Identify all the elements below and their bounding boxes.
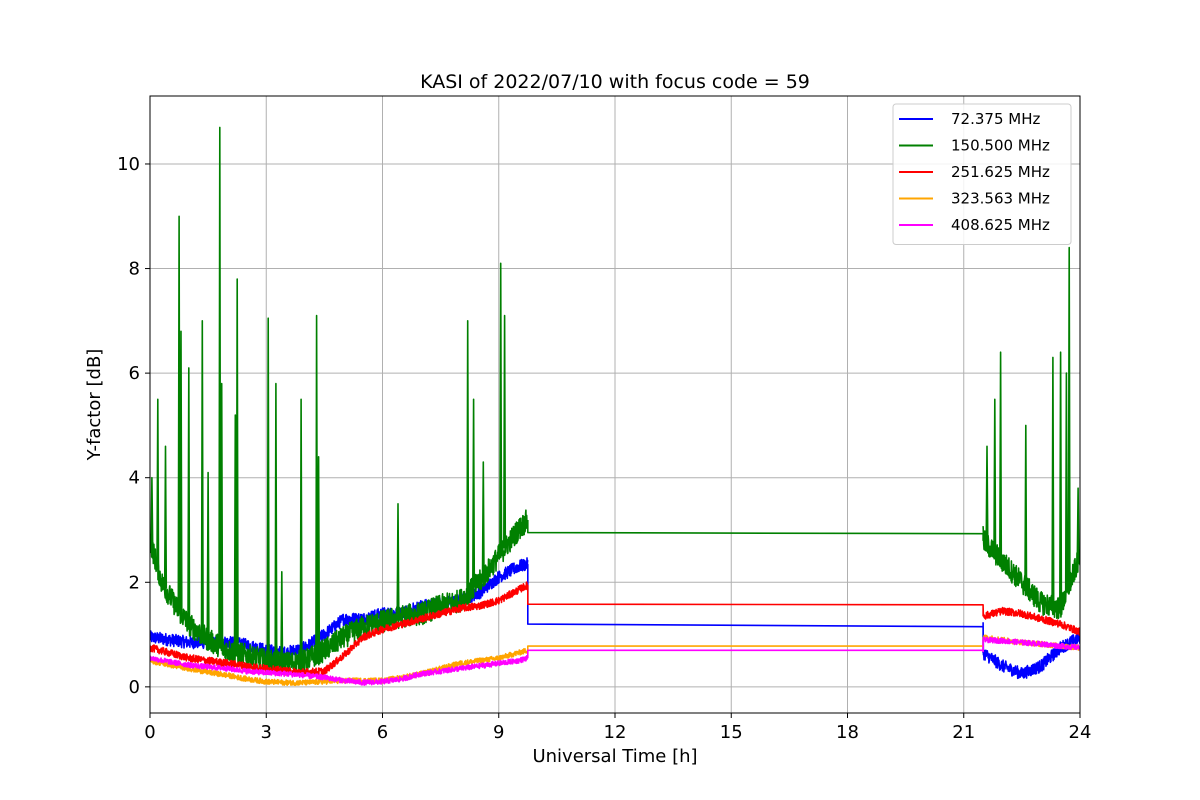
y-axis-label: Y-factor [dB] bbox=[84, 349, 105, 462]
x-tick-label: 6 bbox=[377, 722, 388, 743]
x-axis-label: Universal Time [h] bbox=[532, 746, 697, 767]
legend-label: 150.500 MHz bbox=[951, 137, 1050, 155]
plot-area bbox=[150, 126, 1080, 687]
chart-title: KASI of 2022/07/10 with focus code = 59 bbox=[420, 71, 810, 93]
series-line-1 bbox=[150, 126, 1080, 676]
x-tick-label: 21 bbox=[952, 722, 975, 743]
y-axis: 0 2 4 6 8 10 bbox=[117, 154, 150, 698]
series-line-2 bbox=[150, 581, 1080, 677]
x-tick-label: 9 bbox=[493, 722, 504, 743]
x-tick-label: 24 bbox=[1069, 722, 1092, 743]
y-tick-label: 8 bbox=[129, 259, 140, 280]
legend-label: 72.375 MHz bbox=[951, 110, 1040, 128]
legend-label: 251.625 MHz bbox=[951, 163, 1050, 181]
x-tick-label: 18 bbox=[836, 722, 859, 743]
series-line-4 bbox=[150, 636, 1080, 686]
legend-label: 323.563 MHz bbox=[951, 190, 1050, 208]
x-tick-label: 3 bbox=[261, 722, 272, 743]
x-tick-label: 15 bbox=[720, 722, 743, 743]
series-layer bbox=[150, 126, 1080, 687]
y-tick-label: 4 bbox=[129, 468, 140, 489]
legend-box bbox=[892, 103, 1072, 245]
x-tick-label: 12 bbox=[604, 722, 627, 743]
legend-label: 408.625 MHz bbox=[951, 216, 1050, 234]
y-tick-label: 0 bbox=[129, 677, 140, 698]
x-tick-label: 0 bbox=[144, 722, 155, 743]
legend: 72.375 MHz 150.500 MHz 251.625 MHz 323.563 … bbox=[892, 103, 1072, 245]
y-tick-label: 6 bbox=[129, 363, 140, 384]
y-tick-label: 10 bbox=[117, 154, 140, 175]
x-axis: 0 3 6 9 12 15 18 21 24 bbox=[144, 713, 1091, 743]
y-tick-label: 2 bbox=[129, 572, 140, 593]
